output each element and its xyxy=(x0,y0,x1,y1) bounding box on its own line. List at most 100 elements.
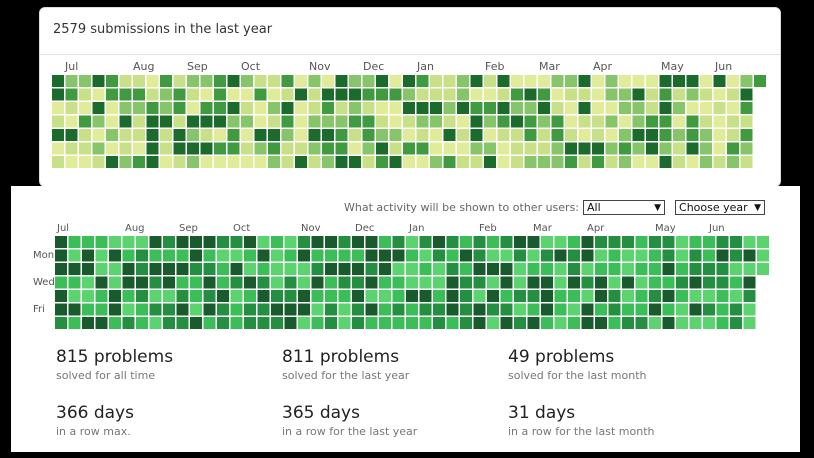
heatmap-cell[interactable] xyxy=(268,129,280,141)
heatmap-cell[interactable] xyxy=(200,88,213,101)
heatmap-cell[interactable] xyxy=(163,236,175,248)
heatmap-cell[interactable] xyxy=(608,317,621,329)
heatmap-cell[interactable] xyxy=(578,142,591,155)
heatmap-cell[interactable] xyxy=(149,263,162,275)
heatmap-cell[interactable] xyxy=(700,75,712,87)
heatmap-cell[interactable] xyxy=(608,276,621,289)
heatmap-cell[interactable] xyxy=(322,129,334,141)
heatmap-cell[interactable] xyxy=(470,129,483,141)
heatmap-cell[interactable] xyxy=(497,102,510,114)
heatmap-cell[interactable] xyxy=(338,249,351,262)
heatmap-cell[interactable] xyxy=(457,156,469,168)
heatmap-cell[interactable] xyxy=(484,75,496,87)
heatmap-cell[interactable] xyxy=(713,102,726,114)
heatmap-cell[interactable] xyxy=(416,115,429,128)
heatmap-cell[interactable] xyxy=(622,276,634,289)
heatmap-cell[interactable] xyxy=(511,102,523,114)
heatmap-cell[interactable] xyxy=(514,303,526,316)
heatmap-cell[interactable] xyxy=(551,115,564,128)
heatmap-cell[interactable] xyxy=(703,276,715,289)
heatmap-cell[interactable] xyxy=(541,317,553,329)
heatmap-cell[interactable] xyxy=(227,156,240,168)
heatmap-cell[interactable] xyxy=(527,317,540,329)
heatmap-cell[interactable] xyxy=(538,102,550,114)
heatmap-cell[interactable] xyxy=(595,317,607,329)
heatmap-cell[interactable] xyxy=(473,290,486,302)
heatmap-cell[interactable] xyxy=(511,142,523,155)
heatmap-cell[interactable] xyxy=(646,142,658,155)
heatmap-cell[interactable] xyxy=(446,236,459,248)
heatmap-cell[interactable] xyxy=(443,88,456,101)
heatmap-cell[interactable] xyxy=(308,156,321,168)
heatmap-cell[interactable] xyxy=(281,115,294,128)
heatmap-cell[interactable] xyxy=(52,115,64,128)
heatmap-cell[interactable] xyxy=(743,303,756,316)
heatmap-cell[interactable] xyxy=(578,75,591,87)
heatmap-cell[interactable] xyxy=(592,156,604,168)
heatmap-cell[interactable] xyxy=(136,263,148,275)
heatmap-cell[interactable] xyxy=(581,263,594,275)
heatmap-cell[interactable] xyxy=(271,290,283,302)
heatmap-cell[interactable] xyxy=(686,88,699,101)
heatmap-cell[interactable] xyxy=(511,115,523,128)
heatmap-cell[interactable] xyxy=(497,156,510,168)
heatmap-cell[interactable] xyxy=(470,75,483,87)
heatmap-cell[interactable] xyxy=(392,317,405,329)
heatmap-cell[interactable] xyxy=(430,115,442,128)
heatmap-cell[interactable] xyxy=(514,236,526,248)
heatmap-cell[interactable] xyxy=(122,276,135,289)
heatmap-cell[interactable] xyxy=(581,290,594,302)
heatmap-cell[interactable] xyxy=(673,75,685,87)
heatmap-cell[interactable] xyxy=(203,249,216,262)
heatmap-cell[interactable] xyxy=(362,102,375,114)
heatmap-cell[interactable] xyxy=(68,317,81,329)
heatmap-cell[interactable] xyxy=(365,317,378,329)
heatmap-cell[interactable] xyxy=(689,276,702,289)
heatmap-cell[interactable] xyxy=(119,142,132,155)
heatmap-cell[interactable] xyxy=(95,290,108,302)
heatmap-cell[interactable] xyxy=(68,303,81,316)
heatmap-cell[interactable] xyxy=(160,88,172,101)
heatmap-cell[interactable] xyxy=(727,115,739,128)
heatmap-cell[interactable] xyxy=(376,156,388,168)
heatmap-cell[interactable] xyxy=(109,290,121,302)
heatmap-cell[interactable] xyxy=(271,276,283,289)
heatmap-cell[interactable] xyxy=(136,317,148,329)
heatmap-cell[interactable] xyxy=(446,249,459,262)
heatmap-cell[interactable] xyxy=(554,317,567,329)
heatmap-cell[interactable] xyxy=(716,303,729,316)
heatmap-cell[interactable] xyxy=(214,156,226,168)
heatmap-cell[interactable] xyxy=(65,75,78,87)
heatmap-cell[interactable] xyxy=(325,276,337,289)
heatmap-cell[interactable] xyxy=(662,263,675,275)
heatmap-cell[interactable] xyxy=(416,102,429,114)
heatmap-cell[interactable] xyxy=(662,236,675,248)
heatmap-cell[interactable] xyxy=(190,317,202,329)
heatmap-cell[interactable] xyxy=(298,317,310,329)
heatmap-cell[interactable] xyxy=(379,317,391,329)
heatmap-cell[interactable] xyxy=(214,129,226,141)
heatmap-cell[interactable] xyxy=(268,156,280,168)
heatmap-cell[interactable] xyxy=(595,276,607,289)
heatmap-cell[interactable] xyxy=(541,249,553,262)
heatmap-cell[interactable] xyxy=(403,142,415,155)
heatmap-cell[interactable] xyxy=(676,276,688,289)
heatmap-cell[interactable] xyxy=(55,276,67,289)
heatmap-cell[interactable] xyxy=(673,102,685,114)
heatmap-cell[interactable] xyxy=(716,276,729,289)
heatmap-cell[interactable] xyxy=(484,102,496,114)
heatmap-cell[interactable] xyxy=(244,263,256,275)
heatmap-cell[interactable] xyxy=(595,263,607,275)
heatmap-cell[interactable] xyxy=(281,156,294,168)
heatmap-cell[interactable] xyxy=(82,276,94,289)
heatmap-cell[interactable] xyxy=(379,249,391,262)
heatmap-cell[interactable] xyxy=(322,115,334,128)
heatmap-cell[interactable] xyxy=(352,263,364,275)
heatmap-cell[interactable] xyxy=(538,156,550,168)
heatmap-cell[interactable] xyxy=(457,129,469,141)
heatmap-cell[interactable] xyxy=(635,276,648,289)
heatmap-cell[interactable] xyxy=(662,249,675,262)
heatmap-cell[interactable] xyxy=(565,142,577,155)
heatmap-cell[interactable] xyxy=(335,88,348,101)
heatmap-cell[interactable] xyxy=(268,102,280,114)
